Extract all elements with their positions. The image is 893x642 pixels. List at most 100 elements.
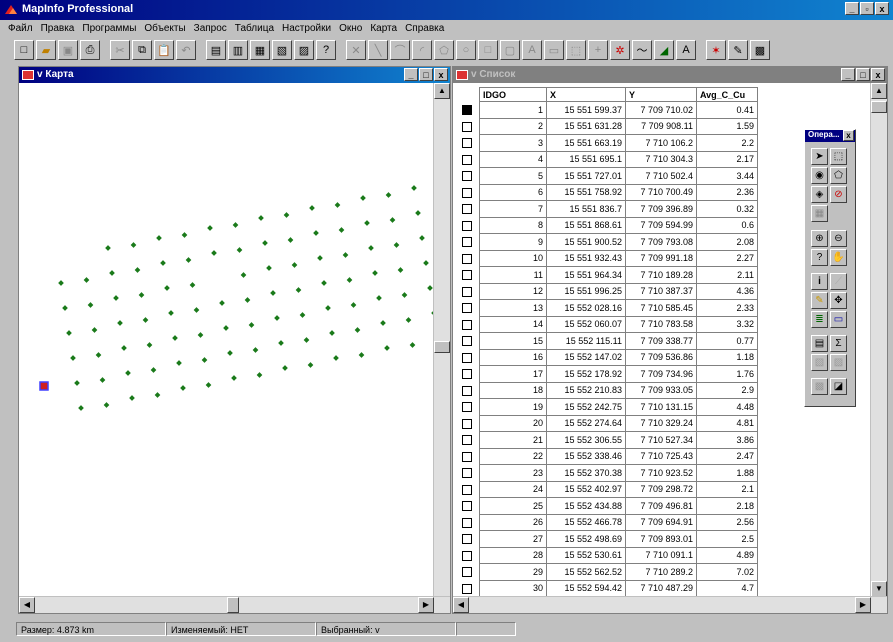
table-cell[interactable]: 0.77 bbox=[696, 332, 758, 350]
table-cell[interactable]: 15 552 466.78 bbox=[546, 513, 626, 531]
map-point[interactable] bbox=[134, 267, 141, 273]
grabber-hand-icon[interactable]: ✋ bbox=[830, 249, 847, 266]
map-window[interactable]: v Карта _ □ x ▲ ◀ ▶ bbox=[18, 66, 451, 614]
row-select-checkbox[interactable] bbox=[462, 237, 472, 248]
map-point[interactable] bbox=[401, 292, 408, 298]
map-point[interactable] bbox=[411, 185, 417, 191]
table-cell[interactable]: 14 bbox=[479, 315, 547, 333]
table-row[interactable]: 4 15 551 695.1 7 710 304.3 2.17 bbox=[455, 150, 758, 168]
table-row[interactable]: 16 15 552 147.02 7 709 536.86 1.18 bbox=[455, 348, 758, 366]
table-cell[interactable]: 15 552 242.75 bbox=[546, 398, 626, 416]
row-select-checkbox[interactable] bbox=[462, 121, 472, 132]
set-target-icon[interactable]: ▨ bbox=[830, 354, 847, 371]
table-row[interactable]: 13 15 552 028.16 7 710 585.45 2.33 bbox=[455, 299, 758, 317]
map-point[interactable] bbox=[334, 202, 341, 208]
table-cell[interactable]: 7 710 700.49 bbox=[625, 183, 697, 201]
table-row[interactable]: 9 15 551 900.52 7 709 793.08 2.08 bbox=[455, 233, 758, 251]
draw-ellipse-icon[interactable]: ○ bbox=[456, 40, 476, 60]
map-point[interactable] bbox=[283, 212, 290, 218]
map-point[interactable] bbox=[385, 192, 392, 198]
table-cell[interactable]: 15 551 727.01 bbox=[546, 167, 626, 185]
column-header-idgo[interactable]: IDGO bbox=[479, 87, 547, 102]
draw-polyline-icon[interactable]: ⌒ bbox=[390, 40, 410, 60]
text-style-icon[interactable]: A bbox=[676, 40, 696, 60]
table-cell[interactable]: 7 710 131.15 bbox=[625, 398, 697, 416]
legend-icon[interactable]: ▤ bbox=[811, 335, 828, 352]
map-point[interactable] bbox=[180, 385, 186, 391]
map-vertical-scrollbar[interactable]: ▲ bbox=[433, 83, 450, 599]
map-point[interactable] bbox=[405, 317, 412, 323]
draw-rounded-rect-icon[interactable]: ▢ bbox=[500, 40, 520, 60]
map-point[interactable] bbox=[227, 350, 233, 356]
table-cell[interactable]: 7 710 106.2 bbox=[625, 134, 697, 152]
palette-close-button[interactable]: x bbox=[843, 130, 854, 141]
menu-programs[interactable]: Программы bbox=[82, 23, 137, 34]
row-select-checkbox[interactable] bbox=[462, 550, 472, 561]
table-cell[interactable]: 7 710 387.37 bbox=[625, 282, 697, 300]
table-cell[interactable]: 2.17 bbox=[696, 150, 758, 168]
map-hscroll-thumb[interactable] bbox=[227, 597, 239, 613]
reshape-icon[interactable]: ⬚ bbox=[566, 40, 586, 60]
map-point[interactable] bbox=[129, 395, 135, 401]
new-grapher-icon[interactable]: ▦ bbox=[250, 40, 270, 60]
table-cell[interactable]: 22 bbox=[479, 447, 547, 465]
table-cell[interactable]: 15 551 996.25 bbox=[546, 282, 626, 300]
map-point[interactable] bbox=[270, 290, 276, 296]
map-point[interactable] bbox=[244, 297, 251, 303]
table-cell[interactable]: 19 bbox=[479, 398, 547, 416]
boundary-select-icon[interactable]: ◈ bbox=[811, 186, 828, 203]
table-cell[interactable]: 2.36 bbox=[696, 183, 758, 201]
paste-icon[interactable]: 📋 bbox=[154, 40, 174, 60]
line-style-icon[interactable]: 〜 bbox=[632, 40, 652, 60]
cut-icon[interactable]: ✂ bbox=[110, 40, 130, 60]
table-cell[interactable]: 2.27 bbox=[696, 249, 758, 267]
column-header-avg-c-cu[interactable]: Avg_C_Cu bbox=[696, 87, 758, 102]
row-select-checkbox[interactable] bbox=[462, 220, 472, 231]
table-cell[interactable]: 15 551 932.43 bbox=[546, 249, 626, 267]
map-point[interactable] bbox=[248, 322, 255, 328]
table-cell[interactable]: 7 710 289.2 bbox=[625, 563, 697, 581]
map-point[interactable] bbox=[360, 195, 366, 201]
table-cell[interactable]: 24 bbox=[479, 480, 547, 498]
map-point[interactable] bbox=[419, 235, 425, 241]
table-cell[interactable]: 10 bbox=[479, 249, 547, 267]
map-point[interactable] bbox=[423, 260, 429, 266]
table-row[interactable]: 23 15 552 370.38 7 710 923.52 1.88 bbox=[455, 464, 758, 482]
table-cell[interactable]: 2.1 bbox=[696, 480, 758, 498]
map-point[interactable] bbox=[156, 235, 162, 241]
table-cell[interactable]: 4.7 bbox=[696, 579, 758, 597]
map-point[interactable] bbox=[109, 270, 115, 276]
unselect-all-icon[interactable]: ⊘ bbox=[830, 186, 847, 203]
table-cell[interactable]: 7 710 783.58 bbox=[625, 315, 697, 333]
table-cell[interactable]: 7 710 091.1 bbox=[625, 546, 697, 564]
map-point[interactable] bbox=[121, 345, 127, 351]
map-point[interactable] bbox=[164, 285, 170, 291]
scroll-up-icon[interactable]: ▲ bbox=[434, 83, 450, 99]
map-point[interactable] bbox=[364, 220, 370, 226]
table-cell[interactable]: 7 710 304.3 bbox=[625, 150, 697, 168]
map-point[interactable] bbox=[125, 370, 131, 376]
table-cell[interactable]: 4.81 bbox=[696, 414, 758, 432]
table-row[interactable]: 7 15 551 836.7 7 709 396.89 0.32 bbox=[455, 200, 758, 218]
table-cell[interactable]: 21 bbox=[479, 431, 547, 449]
map-point[interactable] bbox=[321, 280, 327, 286]
map-point[interactable] bbox=[95, 352, 102, 358]
menu-objects[interactable]: Объекты bbox=[144, 23, 186, 34]
map-point[interactable] bbox=[105, 245, 111, 251]
table-cell[interactable]: 2.47 bbox=[696, 447, 758, 465]
table-row[interactable]: 15 15 552 115.11 7 709 338.77 0.77 bbox=[455, 332, 758, 350]
row-select-checkbox[interactable] bbox=[462, 270, 472, 281]
table-row[interactable]: 14 15 552 060.07 7 710 783.58 3.32 bbox=[455, 315, 758, 333]
hotlink-icon[interactable]: ⟋ bbox=[830, 273, 847, 290]
table-cell[interactable]: 27 bbox=[479, 530, 547, 548]
map-point[interactable] bbox=[313, 230, 319, 236]
map-close-button[interactable]: x bbox=[434, 68, 448, 81]
map-point[interactable] bbox=[256, 372, 263, 378]
map-point[interactable] bbox=[278, 340, 284, 346]
column-header-y[interactable]: Y bbox=[625, 87, 697, 102]
table-cell[interactable]: 7 710 329.24 bbox=[625, 414, 697, 432]
table-cell[interactable]: 2.5 bbox=[696, 530, 758, 548]
table-cell[interactable]: 16 bbox=[479, 348, 547, 366]
menu-edit[interactable]: Правка bbox=[40, 23, 75, 34]
map-point[interactable] bbox=[113, 295, 119, 301]
